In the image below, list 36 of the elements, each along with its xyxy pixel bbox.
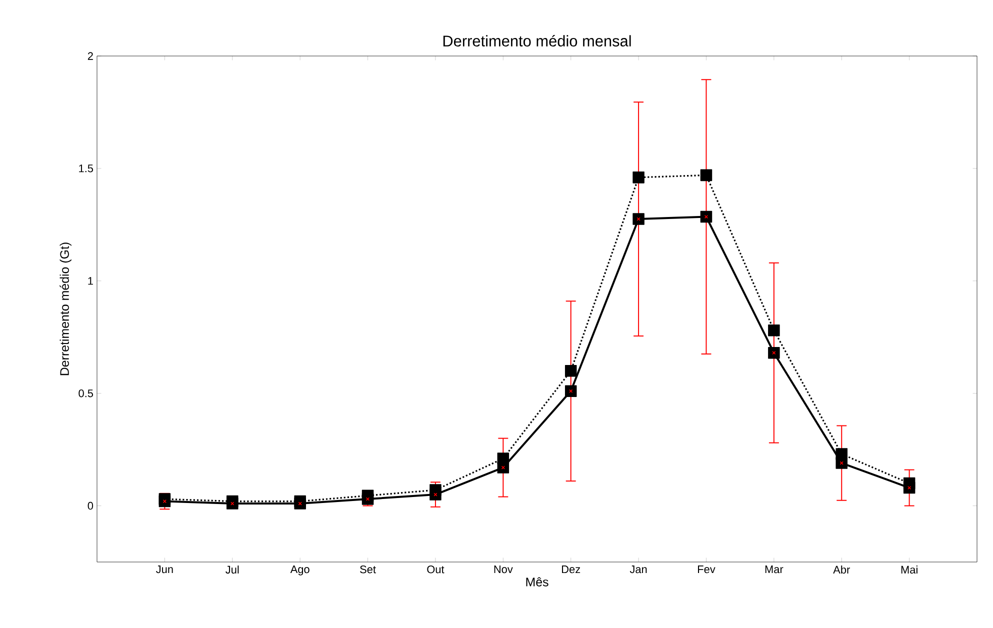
x-tick-label: Nov	[494, 566, 513, 574]
point	[497, 452, 510, 464]
x-tick-label: Out	[427, 566, 444, 574]
x-tick-label: Mai	[901, 566, 918, 574]
y-tick-label: 2	[88, 52, 93, 60]
y-tick-label: 1.5	[79, 164, 94, 172]
x-tick-label: Dez	[562, 566, 580, 574]
point	[903, 477, 916, 490]
x-axis-title: Mês	[526, 577, 548, 586]
point	[294, 495, 306, 508]
point	[700, 210, 712, 223]
x-tick-label: Set	[360, 566, 376, 574]
chart-title: Derretimento médio mensal	[443, 34, 631, 46]
point	[836, 448, 848, 460]
point	[632, 213, 644, 225]
point	[768, 346, 780, 359]
point	[226, 495, 238, 508]
x-tick-label: Abr	[833, 566, 850, 574]
point	[768, 324, 780, 336]
point	[564, 385, 577, 397]
x-tick-label: Ago	[290, 566, 310, 576]
y-tick-label: 0.5	[78, 389, 94, 398]
x-tick-label: Fev	[698, 566, 716, 574]
point	[564, 364, 577, 377]
point	[430, 484, 442, 496]
y-tick-label: 0	[88, 502, 94, 510]
x-tick-label: Mar	[765, 566, 784, 574]
x-tick-label: Jul	[226, 566, 239, 574]
point	[632, 172, 644, 184]
x-tick-label: Jan	[630, 566, 647, 574]
point	[158, 493, 171, 505]
point	[362, 490, 374, 502]
y-axis-title: Derretimento médio (Gt)	[60, 242, 72, 376]
x-tick-label: Jun	[156, 566, 173, 574]
point	[700, 169, 712, 182]
y-tick-label: 1	[88, 277, 93, 285]
